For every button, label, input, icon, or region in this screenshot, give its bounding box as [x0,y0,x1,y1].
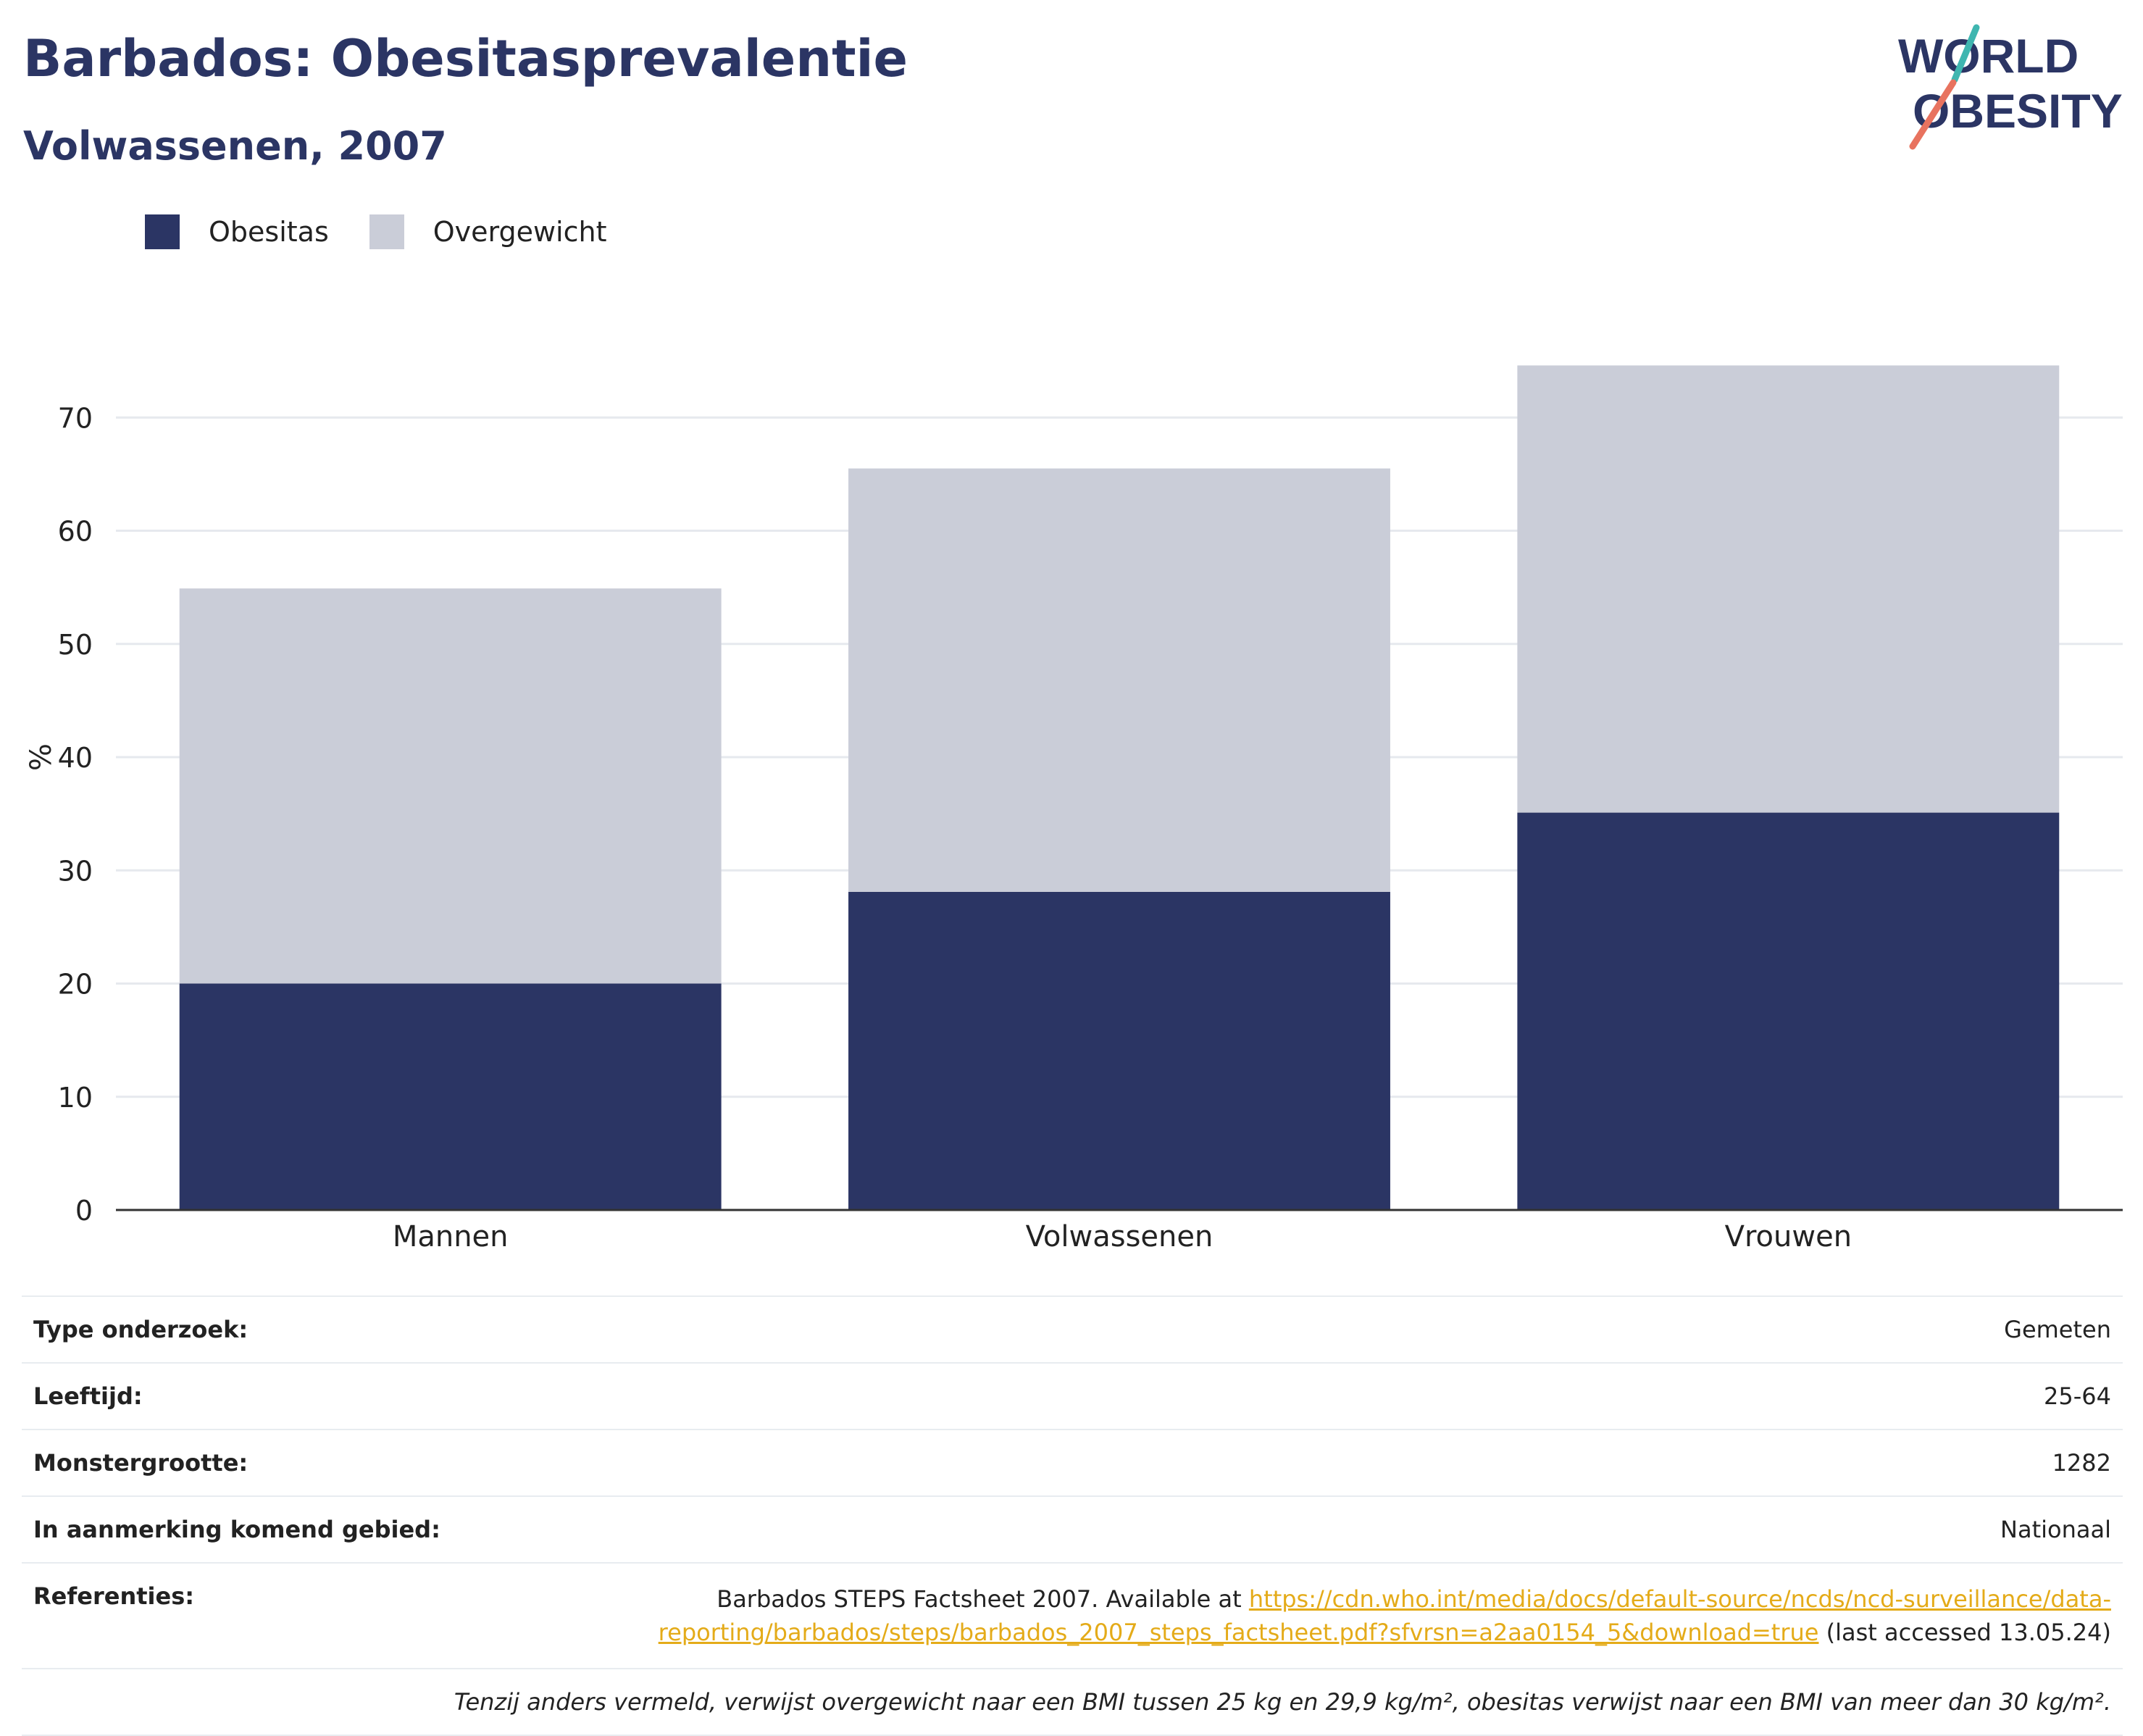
references-text-after: (last accessed 13.05.24) [1818,1619,2111,1646]
references-value: Barbados STEPS Factsheet 2007. Available… [488,1582,2111,1649]
bar-overgewicht-volwassenen [848,468,1390,892]
bar-overgewicht-mannen [179,588,722,984]
bar-obesitas-mannen [179,983,722,1210]
age-value: 25-64 [2044,1382,2111,1410]
stacked-bar-chart: 0 10 20 30 40 50 60 70% Mannen Volwassenen Vrouwen [25,365,2123,1253]
legend-label-obesitas: Obesitas [209,216,329,248]
legend-item-obesitas[interactable]: Obesitas [145,214,329,249]
x-tick-label: Vrouwen [1725,1220,1852,1253]
survey-type-label: Type onderzoek: [33,1316,248,1343]
info-row-area: In aanmerking komend gebied: Nationaal [22,1497,2123,1564]
legend-item-overgewicht[interactable]: Overgewicht [369,214,607,249]
info-row-age: Leeftijd: 25-64 [22,1364,2123,1430]
y-tick-label: 50 [58,629,93,661]
logo-line1: WORLD [1898,29,2079,83]
y-tick-label: 30 [58,855,93,887]
info-row-references: Referenties: Barbados STEPS Factsheet 20… [22,1564,2123,1669]
y-tick-label: 70 [58,402,93,434]
y-axis-label: % [25,743,58,771]
area-value: Nationaal [2000,1516,2111,1543]
info-row-survey-type: Type onderzoek: Gemeten [22,1297,2123,1364]
references-text-before: Barbados STEPS Factsheet 2007. Available… [717,1585,1249,1613]
sample-size-label: Monstergrootte: [33,1449,248,1477]
y-tick-label: 40 [58,742,93,774]
bar-overgewicht-vrouwen [1517,365,2060,813]
legend-label-overgewicht: Overgewicht [433,216,607,248]
sample-size-value: 1282 [2052,1449,2111,1477]
chart-legend: Obesitas Overgewicht [145,214,648,249]
y-tick-label: 20 [58,969,93,1001]
survey-type-value: Gemeten [2004,1316,2111,1343]
page-subtitle: Volwassenen, 2007 [23,123,447,169]
page-title: Barbados: Obesitasprevalentie [23,29,908,88]
references-link[interactable]: https://cdn.who.int/media/docs/default-s… [658,1585,2111,1646]
y-tick-label: 0 [75,1195,93,1227]
age-label: Leeftijd: [33,1382,143,1410]
definition-note: Tenzij anders vermeld, verwijst overgewi… [454,1688,2111,1716]
y-tick-label: 60 [58,516,93,548]
bar-obesitas-vrouwen [1517,812,2060,1210]
y-tick-label: 10 [58,1082,93,1114]
legend-swatch-overgewicht [369,214,404,249]
info-row-note: Tenzij anders vermeld, verwijst overgewi… [22,1669,2123,1736]
x-tick-label: Volwassenen [1026,1220,1213,1253]
area-label: In aanmerking komend gebied: [33,1516,440,1543]
references-label: Referenties: [33,1582,195,1610]
info-table: Type onderzoek: Gemeten Leeftijd: 25-64 … [22,1295,2123,1736]
info-row-sample-size: Monstergrootte: 1282 [22,1430,2123,1497]
world-obesity-logo: WORLD OBESITY [1898,24,2123,150]
legend-swatch-obesitas [145,214,180,249]
bar-obesitas-volwassenen [848,891,1390,1210]
x-tick-label: Mannen [393,1220,509,1253]
